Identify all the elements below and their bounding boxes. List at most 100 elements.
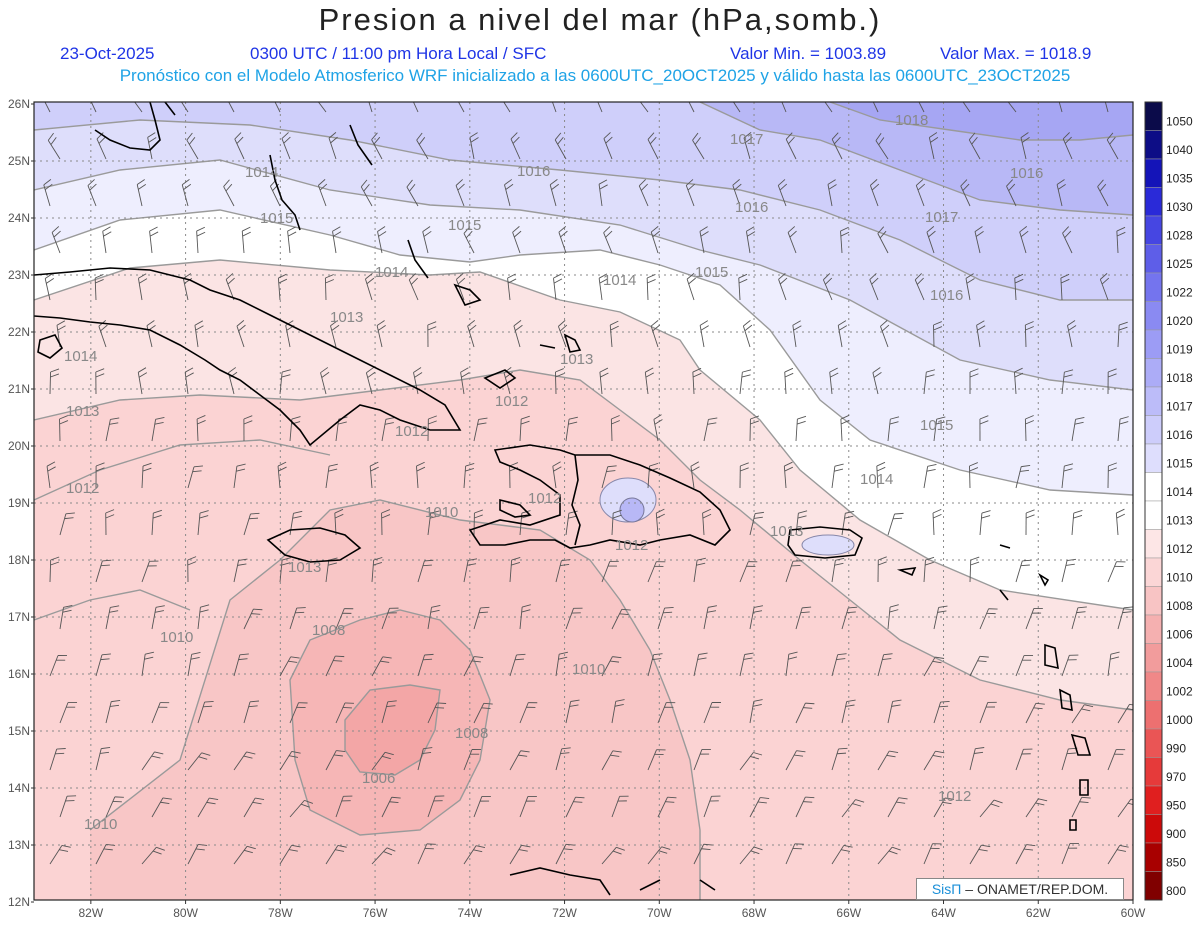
cuba-coast	[34, 267, 462, 447]
contour-label: 1013	[330, 309, 363, 326]
wind-barb	[795, 702, 815, 724]
contour-label: 1016	[735, 199, 768, 216]
wind-barb	[59, 795, 77, 818]
wind-barb	[1015, 559, 1032, 583]
wind-barb	[647, 749, 666, 771]
wind-barb	[1117, 416, 1129, 442]
colorbar-swatch	[1144, 871, 1163, 901]
lon-label: 60W	[1121, 906, 1146, 920]
wind-barb	[877, 750, 899, 771]
wind-barb	[332, 226, 342, 254]
wind-barb	[233, 751, 256, 771]
wind-barb	[1107, 368, 1117, 395]
wind-barb	[597, 102, 603, 113]
wind-barb	[96, 132, 107, 160]
colorbar-swatch	[1144, 614, 1163, 644]
wind-barb	[1006, 179, 1017, 207]
colorbar-label: 950	[1166, 799, 1186, 813]
wind-barb	[693, 843, 713, 865]
wind-barb	[611, 795, 629, 818]
wind-barb	[1014, 367, 1024, 395]
wind-barb	[599, 367, 609, 395]
wind-barb	[412, 102, 419, 113]
wind-barb	[473, 509, 484, 536]
wind-barb	[243, 512, 260, 536]
wind-barb	[657, 606, 674, 630]
contour-label: 1012	[615, 537, 648, 554]
wind-barb	[1007, 102, 1017, 113]
wind-barb	[463, 558, 478, 583]
contour-label: 1013	[770, 523, 803, 540]
wind-barb	[699, 226, 709, 254]
wind-barb	[49, 368, 60, 395]
wind-barb	[149, 226, 159, 254]
wind-barb	[325, 463, 338, 489]
colorbar-label: 1008	[1166, 599, 1193, 613]
wind-barb	[381, 700, 397, 724]
wind-barb	[427, 702, 447, 724]
wind-barb	[877, 226, 889, 254]
wind-barbs	[43, 102, 1133, 865]
wind-barb	[647, 561, 666, 583]
wind-barb	[933, 605, 948, 630]
colorbar-swatch	[1144, 158, 1163, 188]
wind-barb	[739, 369, 752, 395]
bahamas-2	[349, 124, 373, 166]
wind-barb	[829, 367, 839, 395]
lesser-antilles-3	[1070, 733, 1092, 756]
wind-barb	[555, 559, 571, 583]
wind-barb	[558, 226, 568, 254]
wind-barb	[1062, 132, 1073, 160]
wind-barb	[639, 102, 649, 113]
wind-barb	[243, 608, 263, 630]
wind-barb	[228, 367, 238, 395]
wind-barb	[647, 132, 659, 160]
wind-barb	[320, 367, 330, 395]
wind-barb	[233, 558, 248, 583]
wind-barb	[923, 464, 937, 489]
wind-barb	[510, 132, 521, 160]
wind-barb	[416, 132, 429, 160]
wind-barb	[187, 465, 203, 489]
wind-barb	[49, 655, 68, 677]
colorbar-label: 1028	[1166, 229, 1193, 243]
wind-barb	[923, 369, 936, 395]
wind-barb	[136, 179, 147, 207]
wind-barb	[1104, 102, 1109, 113]
lat-label: 19N	[8, 496, 30, 510]
wind-barb	[381, 607, 399, 630]
wind-barb	[745, 226, 756, 254]
wind-barb	[1071, 796, 1091, 818]
wind-barb	[181, 179, 192, 207]
wind-barb	[732, 179, 742, 207]
map-title: Presion a nivel del mar (hPa,somb.)	[318, 2, 882, 37]
contour-label: 1012	[395, 423, 428, 440]
wind-barb	[51, 226, 61, 254]
wind-barb	[463, 845, 486, 865]
wind-barb	[427, 795, 445, 818]
wind-barb	[554, 368, 565, 395]
wind-barb	[371, 557, 383, 583]
wind-barb	[969, 368, 979, 395]
lesser-antilles-4	[1079, 779, 1089, 796]
wind-barb	[647, 846, 671, 865]
contour-label: 1015	[920, 417, 953, 434]
wind-barb	[785, 750, 806, 771]
wind-barb	[831, 844, 853, 865]
lon-label: 78W	[268, 906, 293, 920]
wind-barb	[840, 226, 850, 254]
wind-barb	[840, 414, 850, 442]
wind-barb	[749, 699, 763, 724]
wind-barb	[795, 415, 807, 442]
wind-barb	[519, 702, 538, 724]
model-info: Pronóstico con el Modelo Atmosferico WRF…	[119, 66, 1071, 85]
latitude-labels: 26N 25N 24N 23N 22N 21N 20N 19N 18N 17N 16N 15N 14N 1…	[8, 97, 34, 909]
wind-barb	[831, 463, 844, 489]
wind-barb	[1062, 226, 1073, 254]
wind-barb	[831, 747, 848, 771]
wind-barb	[784, 367, 794, 395]
lat-label: 13N	[8, 838, 30, 852]
wind-barb	[1097, 179, 1109, 207]
wind-barb	[749, 797, 770, 818]
wind-barb	[281, 132, 291, 160]
